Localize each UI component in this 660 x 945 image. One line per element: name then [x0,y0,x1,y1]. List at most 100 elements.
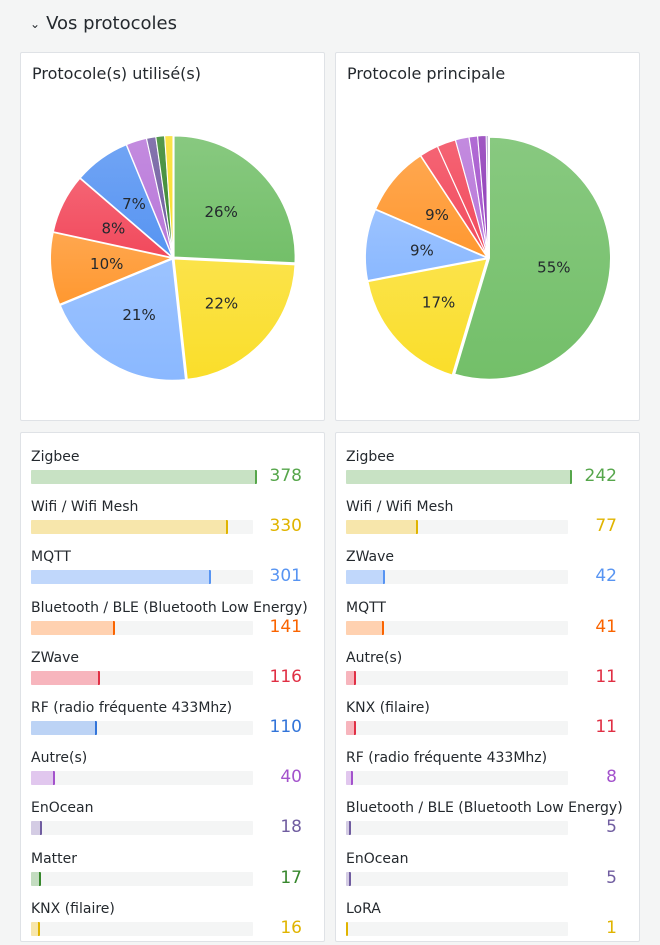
pie-slice-mqtt[interactable] [59,258,186,381]
pie-slice-label: 7% [122,195,146,213]
bar-fill [31,470,257,484]
bar-label: RF (radio fréquente 433Mhz) [346,750,548,767]
pie-slice-zigbee[interactable] [454,136,611,380]
bar-fill [346,871,351,886]
bar-label: KNX (filaire) [346,700,430,716]
pie-slice-zigbee[interactable] [173,135,296,264]
bar-row[interactable]: EnOcean 5 [346,845,629,895]
bar-track [346,470,572,484]
pie-slice-zwave[interactable] [52,177,172,258]
chevron-down-icon[interactable]: ⌄ [30,17,41,31]
bar-label: KNX (filaire) [31,900,115,917]
bar-value: 330 [269,516,302,537]
bar-row[interactable]: LoRA 1 [346,895,629,945]
bar-value: 42 [595,566,617,587]
pie-slice-wifi-wifi-mesh[interactable] [173,258,296,380]
bar-row[interactable]: EnOcean 18 [31,794,314,844]
pie-slice-mqtt[interactable] [375,155,489,259]
panel-bars-protocols-used: Zigbee 378 Wifi / Wifi Mesh 330 MQTT 301 Bluet… [20,432,325,942]
bar-track [31,520,253,535]
bar-row[interactable]: Zigbee 242 [346,443,629,493]
bar-value: 5 [606,817,617,838]
bar-value: 242 [584,466,617,486]
bar-fill [31,620,116,635]
bar-label: MQTT [346,599,386,616]
bar-row[interactable]: Wifi / Wifi Mesh 330 [31,493,314,543]
pie-chart: 55% 17% 9% 9% [365,134,611,380]
bar-track [346,921,568,936]
bar-fill [31,921,41,936]
bar-value: 11 [595,666,617,687]
bar-row[interactable]: ZWave 116 [31,644,314,694]
bar-value: 18 [280,817,302,838]
bar-row[interactable]: Autre(s) 40 [31,744,314,794]
pie-slice-label: 9% [410,242,434,260]
bar-label: LoRA [346,900,381,917]
pie-chart: 26% 22% 21% 10% 8% 7% [50,135,296,381]
panel-pie-main-protocol: Protocole principale 55% 17% 9% 9% [335,52,640,421]
pie-slice-label: 21% [122,306,155,324]
bar-value: 17 [280,867,302,888]
bar-label: EnOcean [31,800,94,817]
bar-label: Zigbee [31,449,80,465]
pie-slice-label: 10% [90,255,123,273]
pie-slice-label: 55% [537,259,570,277]
bar-label: Bluetooth / BLE (Bluetooth Low Energy) [346,800,623,817]
bar-row[interactable]: MQTT 41 [346,594,629,644]
bar-track [31,670,253,685]
bar-track [346,670,568,685]
pie-slice-zwave[interactable] [365,209,489,282]
bar-track [346,520,568,535]
bar-fill [346,771,354,786]
bar-value: 11 [595,717,617,737]
bar-track [31,721,253,735]
pie-slice-label: 8% [102,219,126,237]
panel-pie-protocols-used: Protocole(s) utilisé(s) 26% 22% 21% 10% 8% 7% [20,52,325,421]
bar-value: 77 [595,516,617,537]
bar-fill [346,570,386,585]
bar-track [31,470,257,484]
bar-label: Matter [31,850,78,867]
panel-bars-main-protocol: Zigbee 242 Wifi / Wifi Mesh 77 ZWave 42 MQTT 41… [335,432,640,942]
bar-row[interactable]: Autre(s) 11 [346,644,629,694]
pie-slice-wifi-wifi-mesh[interactable] [367,258,488,376]
bar-row[interactable]: RF (radio fréquente 433Mhz) 110 [31,694,314,744]
bar-fill [31,670,101,685]
bar-row[interactable]: RF (radio fréquente 433Mhz) 8 [346,744,629,794]
bar-fill [31,771,55,786]
bar-fill [346,921,348,936]
bar-track [346,620,568,635]
bar-row[interactable]: Bluetooth / BLE (Bluetooth Low Energy) 14… [31,594,314,644]
pie-slice-bluetooth-ble-bluetooth-low-energy-[interactable] [50,231,174,305]
bar-row[interactable]: Wifi / Wifi Mesh 77 [346,493,629,543]
bar-track [31,821,253,836]
bar-row[interactable]: Zigbee 378 [31,443,314,493]
panel-title: Protocole principale [347,64,506,83]
bar-fill [346,721,357,735]
section-title: Vos protocoles [46,12,177,34]
bar-fill [31,821,42,836]
bar-track [31,921,253,936]
bar-track [346,771,568,786]
bar-track [31,570,253,585]
pie-slice-lora[interactable] [485,134,489,257]
bar-row[interactable]: KNX (filaire) 16 [31,895,314,945]
panel-title: Protocole(s) utilisé(s) [32,64,201,83]
pie-slice-rf-radio-fr-quente-433mhz-[interactable] [79,144,173,258]
bar-label: MQTT [31,549,71,566]
bar-row[interactable]: Bluetooth / BLE (Bluetooth Low Energy) 5 [346,794,629,844]
bar-fill [31,871,42,886]
bar-track [31,620,253,635]
bar-value: 110 [269,717,302,737]
section-header[interactable]: ⌄ Vos protocoles [30,10,177,36]
bar-track [346,821,568,836]
pie-slice-label: 9% [425,206,449,224]
bar-track [346,871,568,886]
bar-row[interactable]: KNX (filaire) 11 [346,694,629,744]
bar-row[interactable]: Matter 17 [31,845,314,895]
bar-track [346,721,568,735]
bar-fill [346,470,572,484]
bar-row[interactable]: ZWave 42 [346,543,629,593]
bar-row[interactable]: MQTT 301 [31,543,314,593]
pie-slice-knx-filaire-[interactable] [164,135,174,257]
